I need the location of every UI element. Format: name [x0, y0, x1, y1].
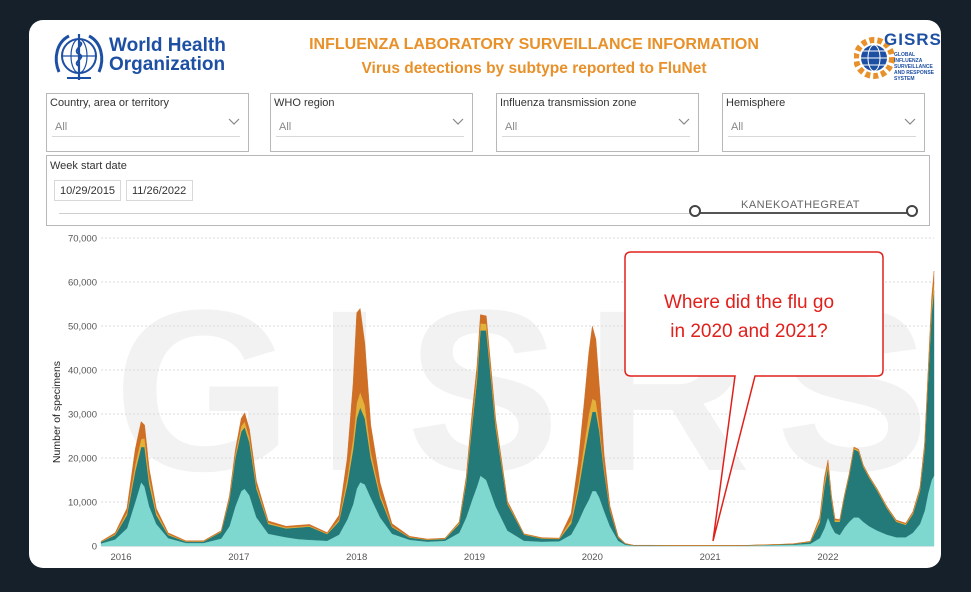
filter-value: All [731, 121, 744, 133]
filter-label: Country, area or territory [50, 97, 170, 109]
y-tick-label: 30,000 [68, 410, 97, 421]
y-tick-label: 40,000 [68, 366, 97, 377]
x-tick-label: 2016 [110, 552, 131, 563]
callout-line-1: Where did the flu go [663, 292, 835, 313]
date-slider-track [59, 213, 917, 214]
y-tick-label: 70,000 [68, 234, 97, 245]
filter-label: Hemisphere [726, 97, 786, 109]
end-date-input[interactable]: 11/26/2022 [126, 180, 193, 201]
series-area-4 [100, 270, 935, 546]
chevron-down-icon[interactable] [678, 118, 690, 126]
x-tick-label: 2017 [228, 552, 249, 563]
filter-underline [728, 136, 916, 137]
page-title: INFLUENZA LABORATORY SURVEILLANCE INFORM… [309, 36, 759, 53]
slider-handle-end[interactable] [906, 205, 918, 217]
chevron-down-icon[interactable] [452, 118, 464, 126]
chart-card: World Health Organization INFLUENZA LABO… [29, 20, 941, 568]
filter-value: All [505, 121, 518, 133]
callout-bubble [624, 251, 884, 542]
filter-label: Influenza transmission zone [500, 97, 637, 109]
y-tick-label: 60,000 [68, 278, 97, 289]
series-areas [100, 270, 935, 547]
filter-hemisphere[interactable]: Hemisphere All [722, 93, 925, 152]
callout-text: Where did the flu go in 2020 and 2021? [629, 288, 869, 346]
who-org-name: World Health Organization [109, 35, 226, 75]
date-range-filter: Week start date 10/29/2015 11/26/2022 KA… [46, 155, 930, 226]
y-tick-label: 50,000 [68, 322, 97, 333]
filter-value: All [279, 121, 292, 133]
chevron-down-icon[interactable] [904, 118, 916, 126]
who-emblem-icon [54, 34, 104, 80]
filter-country[interactable]: Country, area or territory All [46, 93, 249, 152]
x-tick-label: 2021 [700, 552, 721, 563]
filter-underline [52, 136, 240, 137]
x-tick-label: 2022 [817, 552, 838, 563]
y-axis: 0 10,000 20,000 30,000 40,000 50,000 60,000 70,… [68, 234, 97, 553]
filter-value: All [55, 121, 68, 133]
who-logo: World Health Organization [51, 28, 226, 88]
gisrs-name: GISRS [884, 30, 941, 49]
influenza-chart: GISRS 010,00020,00030,00040,00050,00060,… [51, 234, 935, 563]
slider-handle-start[interactable] [689, 205, 701, 217]
callout-line-2: in 2020 and 2021? [670, 321, 828, 342]
filter-who-region[interactable]: WHO region All [270, 93, 473, 152]
gisrs-logo: GISRS GLOBAL INFLUENZA SURVEILLANCE AND … [854, 28, 941, 88]
page-subtitle: Virus detections by subtype reported to … [361, 60, 707, 77]
x-tick-label: 2018 [346, 552, 367, 563]
start-date-input[interactable]: 10/29/2015 [54, 180, 121, 201]
filter-label: WHO region [274, 97, 335, 109]
x-tick-label: 2020 [582, 552, 603, 563]
y-tick-label: 10,000 [68, 498, 97, 509]
y-tick-label: 0 [92, 542, 97, 553]
filter-transmission-zone[interactable]: Influenza transmission zone All [496, 93, 699, 152]
x-tick-label: 2019 [464, 552, 485, 563]
x-axis: 2016 2017 2018 2019 2020 2021 2022 [110, 552, 838, 563]
y-axis-label: Number of specimens [51, 361, 63, 463]
gear-globe-icon [854, 37, 895, 79]
chevron-down-icon[interactable] [228, 118, 240, 126]
gisrs-tagline: GLOBAL INFLUENZA SURVEILLANCE AND RESPON… [894, 52, 935, 82]
credit-text: KANEKOATHEGREAT [741, 199, 860, 211]
filter-underline [276, 136, 464, 137]
date-slider-range [695, 212, 912, 214]
y-tick-label: 20,000 [68, 454, 97, 465]
date-filter-label: Week start date [50, 160, 127, 172]
filter-underline [502, 136, 690, 137]
